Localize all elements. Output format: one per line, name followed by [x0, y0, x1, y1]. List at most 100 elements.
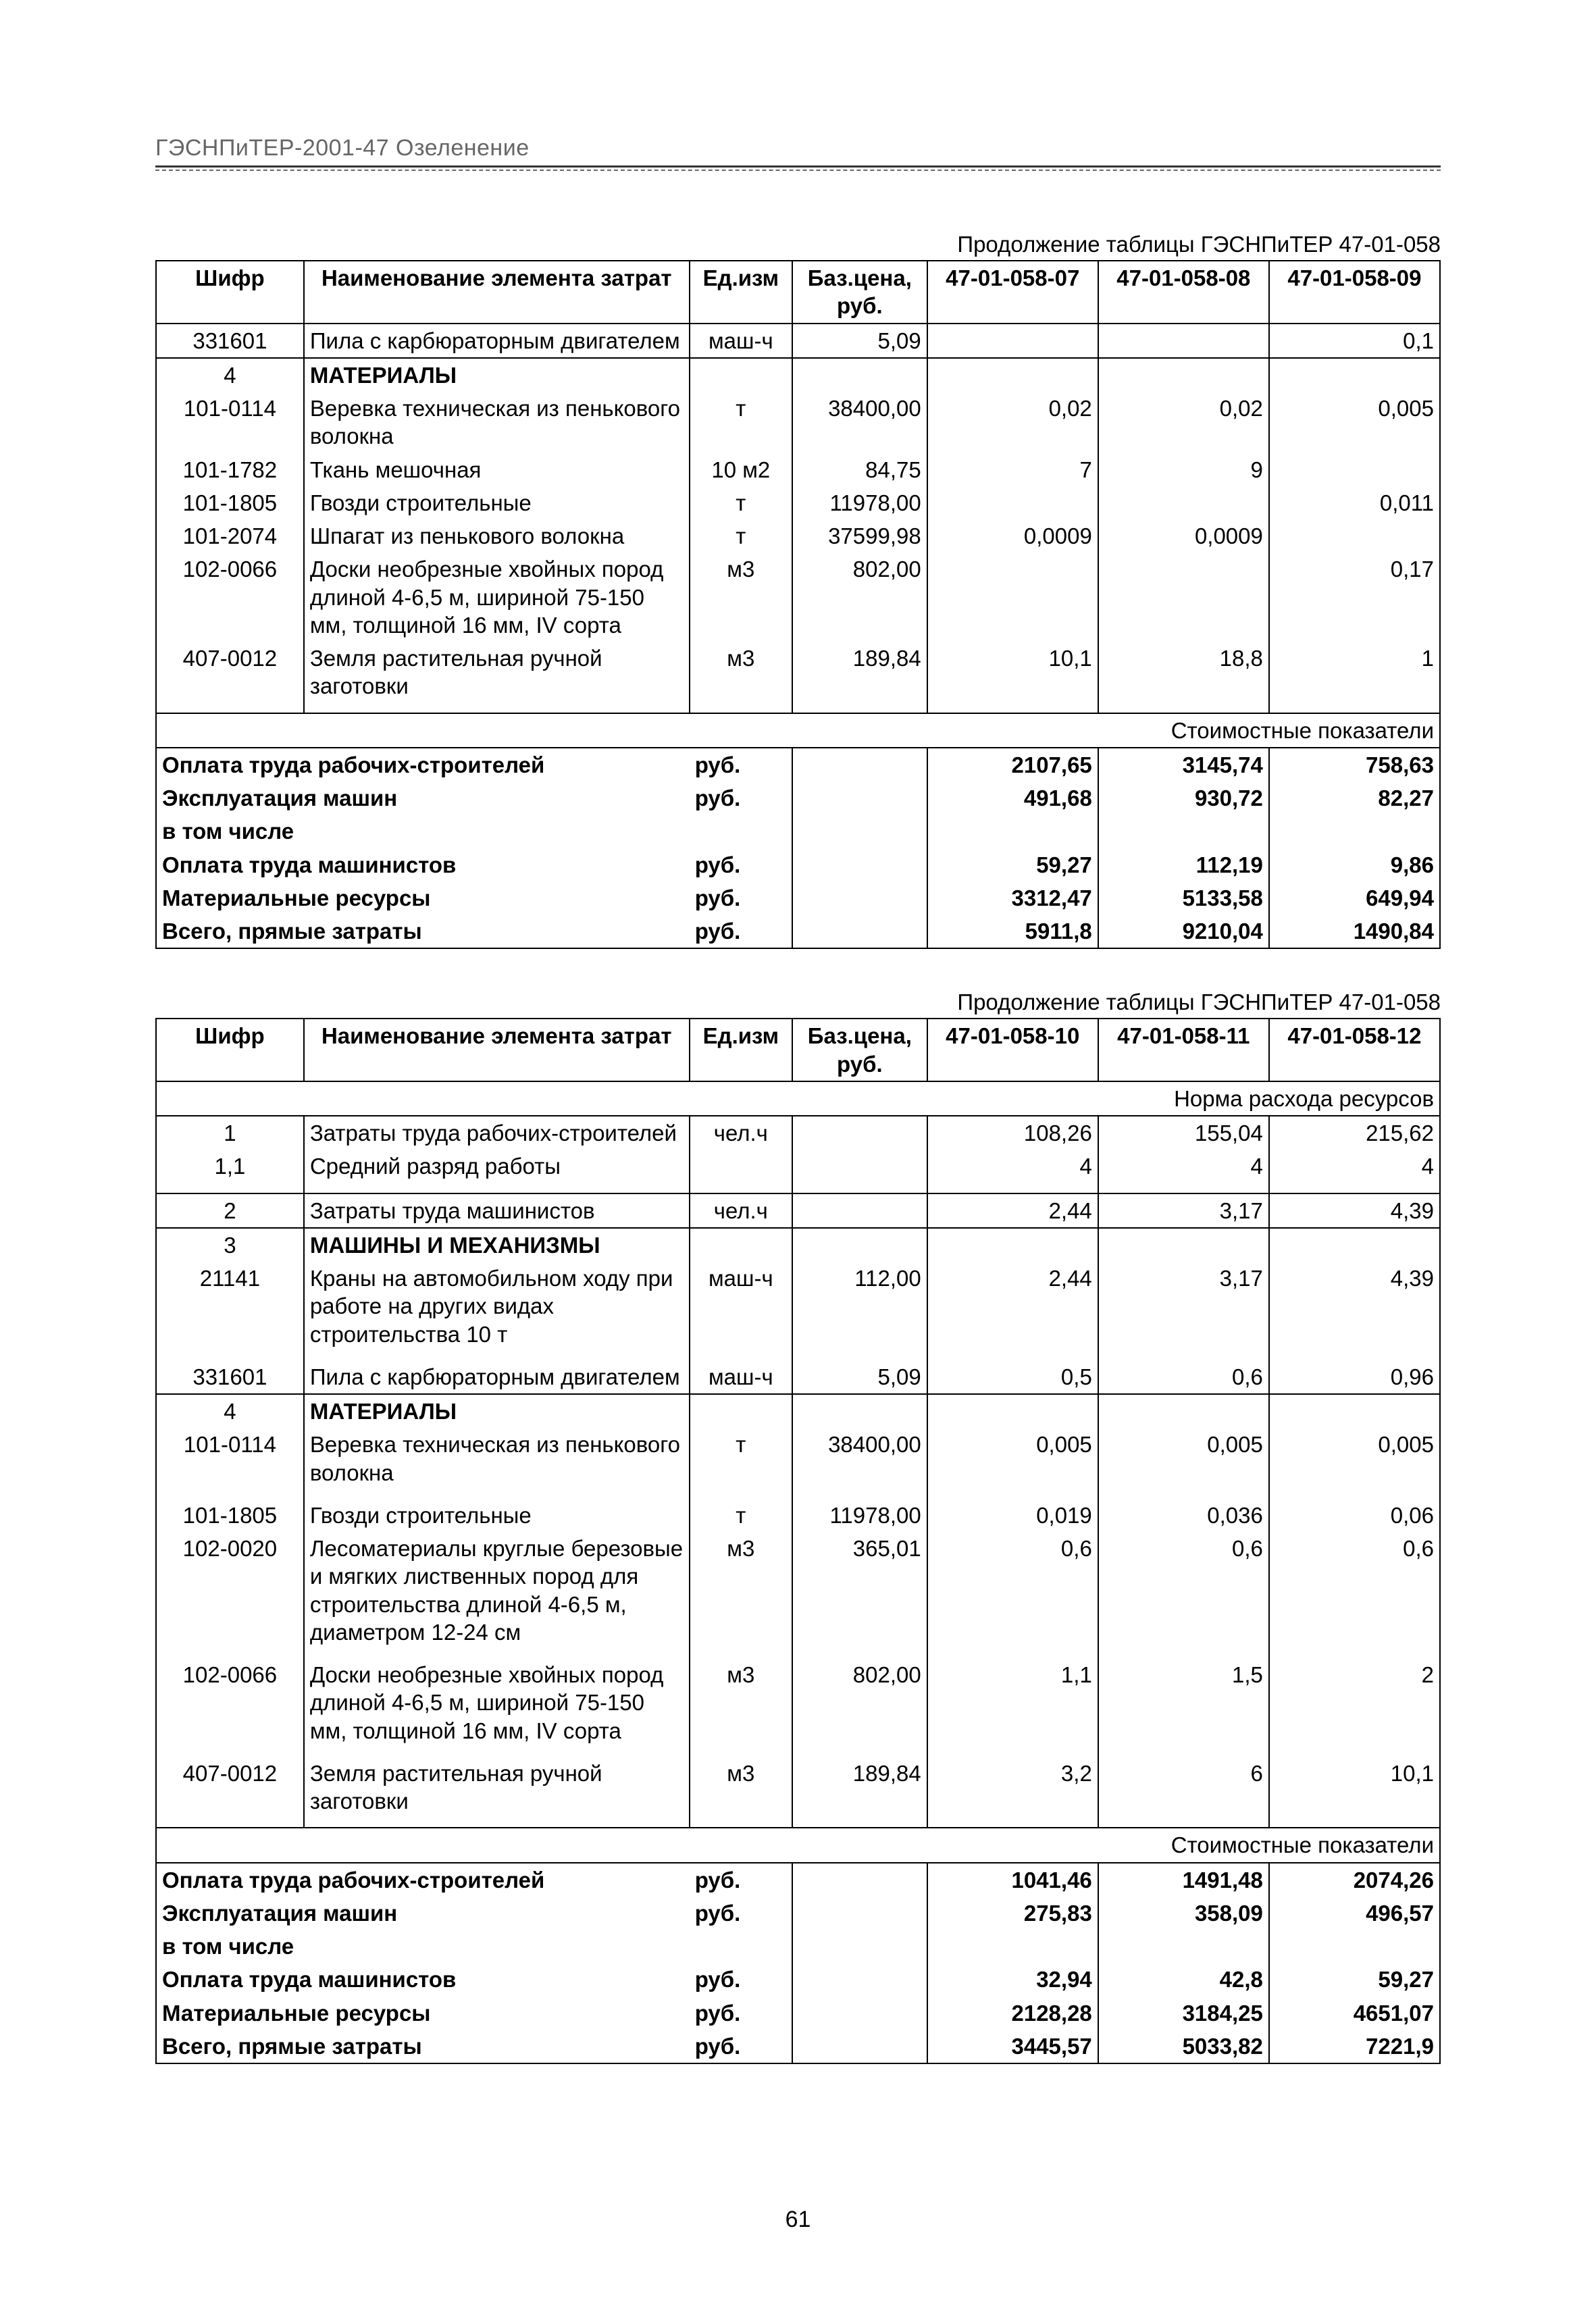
table-cell: 9 [1098, 453, 1269, 486]
table-cell: 18,8 [1098, 642, 1269, 713]
table-cell: 101-0114 [156, 1428, 304, 1499]
cost-label: Всего, прямые затраты [156, 2030, 690, 2063]
table-cell: 3 [156, 1228, 304, 1262]
table-cell [792, 1897, 927, 1930]
table-cell: 6 [1098, 1757, 1269, 1828]
table-row: 101-2074Шпагат из пенькового волокнат375… [156, 519, 1440, 552]
table-cell: 189,84 [792, 1757, 927, 1828]
table-cell [792, 1193, 927, 1228]
table-cell: Гвозди строительные [304, 1499, 690, 1532]
table-cell [927, 552, 1098, 642]
table-cell: Веревка техническая из пенькового волокн… [304, 392, 690, 453]
table-cell [1098, 358, 1269, 392]
table-cell: 10,1 [927, 642, 1098, 713]
col-v2: 47-01-058-08 [1098, 261, 1269, 324]
table-cell [792, 1150, 927, 1193]
cost-label: Материальные ресурсы [156, 1997, 690, 2030]
table-cell: Пила с карбюраторным двигателем [304, 324, 690, 358]
table-cell [1098, 486, 1269, 519]
table-cell [927, 358, 1098, 392]
table-cell [792, 1394, 927, 1428]
table-cell: маш-ч [690, 324, 792, 358]
col-unit: Ед.изм [690, 261, 792, 324]
cost-header-cell: Стоимостные показатели [156, 1828, 1440, 1862]
table-cell: м3 [690, 1658, 792, 1757]
table-cell [927, 486, 1098, 519]
table-cell: 112,00 [792, 1262, 927, 1360]
table-row: 331601Пила с карбюраторным двигателеммаш… [156, 324, 1440, 358]
table-cell: 4,39 [1269, 1262, 1440, 1360]
table-cell: 0,02 [927, 392, 1098, 453]
table-cell: МАТЕРИАЛЫ [304, 1394, 690, 1428]
table-cell [1098, 324, 1269, 358]
table-cell: Доски необрезные хвойных пород длиной 4-… [304, 552, 690, 642]
table-cell: 1491,48 [1098, 1863, 1269, 1897]
table-cell: 101-1805 [156, 486, 304, 519]
table-cell: м3 [690, 1757, 792, 1828]
table-cell: Веревка техническая из пенькового волокн… [304, 1428, 690, 1499]
cost-label: Эксплуатация машин [156, 1897, 690, 1930]
header-dash [155, 169, 1441, 171]
table-cell: 1041,46 [927, 1863, 1098, 1897]
table-cell: 407-0012 [156, 1757, 304, 1828]
table-cell: 930,72 [1098, 781, 1269, 815]
table-cell: 0,0009 [927, 519, 1098, 552]
table-cell: Гвозди строительные [304, 486, 690, 519]
col-v2: 47-01-058-11 [1098, 1019, 1269, 1081]
cost-row: Всего, прямые затратыруб.3445,575033,827… [156, 2030, 1440, 2063]
col-unit: Ед.изм [690, 1019, 792, 1081]
table-cell: 3184,25 [1098, 1997, 1269, 2030]
cost-table-a: Шифр Наименование элемента затрат Ед.изм… [155, 260, 1441, 949]
cost-header-cell: Стоимостные показатели [156, 713, 1440, 748]
table-cell: руб. [690, 848, 792, 881]
table-cell: 155,04 [1098, 1116, 1269, 1150]
table-cell: 102-0020 [156, 1532, 304, 1658]
table-cell [1269, 1930, 1440, 1963]
page-header: ГЭСНПиТЕР-2001-47 Озеленение [155, 135, 1441, 168]
table-cell: 4 [156, 358, 304, 392]
table-cell [792, 881, 927, 915]
table-row: 407-0012Земля растительная ручной загото… [156, 1757, 1440, 1828]
table-cell: 275,83 [927, 1897, 1098, 1930]
table-cell [792, 781, 927, 815]
table-cell [792, 815, 927, 848]
table-cell: 9210,04 [1098, 915, 1269, 948]
table-cell: 1,5 [1098, 1658, 1269, 1757]
table-cell: 5033,82 [1098, 2030, 1269, 2063]
table-cell [792, 848, 927, 881]
table-a-caption: Продолжение таблицы ГЭСНПиТЕР 47-01-058 [155, 232, 1441, 257]
table-cell [792, 2030, 927, 2063]
table-row: 4МАТЕРИАЛЫ [156, 1394, 1440, 1428]
table-cell: 5911,8 [927, 915, 1098, 948]
cost-label: Всего, прямые затраты [156, 915, 690, 948]
table-cell: 0,6 [1098, 1360, 1269, 1394]
table-cell: т [690, 1499, 792, 1532]
table-row: 102-0020Лесоматериалы круглые березовые … [156, 1532, 1440, 1658]
norm-header-row: Норма расхода ресурсов [156, 1081, 1440, 1116]
table-cell [690, 358, 792, 392]
table-cell: 802,00 [792, 1658, 927, 1757]
table-row: 101-1805Гвозди строительныет11978,000,01… [156, 486, 1440, 519]
table-cell: 3,17 [1098, 1193, 1269, 1228]
cost-row: Оплата труда машинистовруб.59,27112,199,… [156, 848, 1440, 881]
table-cell: 1,1 [927, 1658, 1098, 1757]
table-cell [792, 1863, 927, 1897]
table-cell: 2 [156, 1193, 304, 1228]
table-cell: 32,94 [927, 1963, 1098, 1996]
table-cell: 0,5 [927, 1360, 1098, 1394]
cost-row: Эксплуатация машинруб.275,83358,09496,57 [156, 1897, 1440, 1930]
table-cell: 11978,00 [792, 1499, 927, 1532]
table-cell: 42,8 [1098, 1963, 1269, 1996]
table-row: 101-1805Гвозди строительныет11978,000,01… [156, 1499, 1440, 1532]
table-cell: 3445,57 [927, 2030, 1098, 2063]
table-cell [1098, 1228, 1269, 1262]
table-cell: 0,6 [1269, 1532, 1440, 1658]
cost-label: в том числе [156, 815, 690, 848]
table-cell [690, 1150, 792, 1193]
table-cell: 101-1805 [156, 1499, 304, 1532]
cost-row: Материальные ресурсыруб.2128,283184,2546… [156, 1997, 1440, 2030]
table-cell: 21141 [156, 1262, 304, 1360]
table-cell: 38400,00 [792, 1428, 927, 1499]
table-cell: 0,6 [927, 1532, 1098, 1658]
table-cell: 3312,47 [927, 881, 1098, 915]
